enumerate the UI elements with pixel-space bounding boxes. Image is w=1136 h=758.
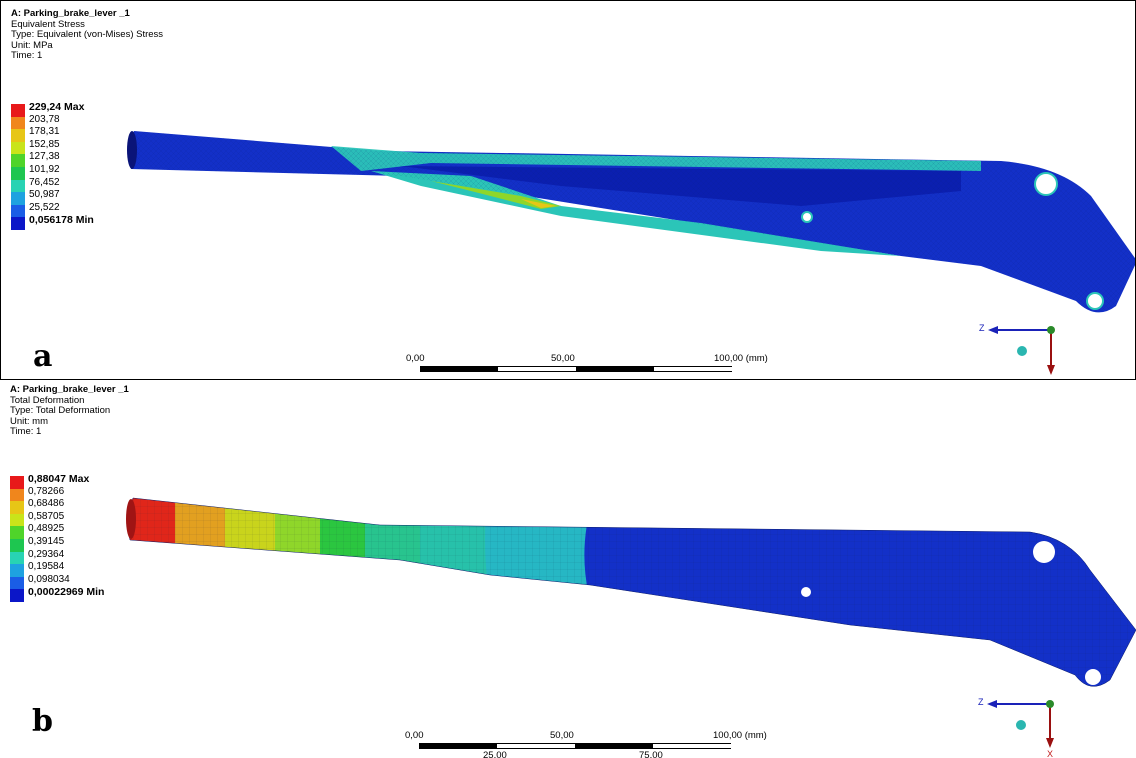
legend-value: 0,48925: [28, 523, 65, 535]
legend-value: 0,098034: [28, 573, 70, 585]
legend-swatch: [10, 538, 24, 552]
scale-tick-100: 100,00 (mm): [714, 353, 768, 364]
scale-segment: [420, 366, 498, 372]
legend-value: 0,19584: [28, 561, 65, 573]
scale-segment: [497, 743, 575, 749]
scale-segment: [576, 366, 654, 372]
legend-swatch: [11, 141, 25, 155]
result-name: Equivalent Stress: [11, 18, 85, 30]
legend-value: 25,522: [29, 201, 60, 213]
triad-z-label: Z: [979, 323, 985, 333]
legend-min: 0,00022969 Min: [28, 586, 105, 599]
legend-swatch: [10, 576, 24, 590]
result-type: Type: Equivalent (von-Mises) Stress: [11, 29, 164, 40]
lever-end-face: [126, 499, 136, 539]
scale-segment: [575, 743, 653, 749]
legend-value: 0,39145: [28, 535, 65, 547]
legend-value: 152,85: [29, 138, 60, 150]
legend-swatch: [11, 192, 25, 205]
scale-segment: [419, 743, 497, 749]
model-title: A: Parking_brake_lever _1: [10, 384, 129, 395]
legend-swatch: [10, 551, 24, 565]
scale-subtick-25: 25,00: [483, 750, 507, 758]
panel-a-stress: A: Parking_brake_lever _1 Equivalent Str…: [0, 0, 1136, 380]
scale-segment: [498, 366, 576, 372]
legend-value: 203,78: [29, 113, 60, 125]
scale-tick-100: 100,00 (mm): [713, 730, 767, 741]
triad-x-label: X: [1047, 749, 1053, 758]
legend-swatch: [10, 564, 24, 577]
legend-swatch: [11, 217, 25, 230]
end-hole: [1085, 669, 1101, 685]
result-header: A: Parking_brake_lever _1 Total Deformat…: [10, 384, 129, 438]
legend-swatch: [10, 488, 24, 502]
legend-swatch: [10, 513, 24, 527]
scale-segment: [653, 743, 731, 749]
legend-swatch: [11, 129, 25, 142]
scale-tick-0: 0,00: [406, 353, 425, 364]
legend-value: 76,452: [29, 176, 60, 188]
legend-value: 0,58705: [28, 510, 65, 522]
result-time: Time: 1: [11, 50, 43, 61]
legend-swatch: [11, 154, 25, 167]
result-time: Time: 1: [10, 426, 42, 437]
legend-swatch: [10, 526, 24, 539]
panel-label-b: b: [32, 704, 53, 739]
legend-swatch: [11, 204, 25, 218]
panel-b-deformation: A: Parking_brake_lever _1 Total Deformat…: [0, 380, 1136, 758]
pivot-hole: [1033, 541, 1055, 563]
scale-segment: [654, 366, 732, 372]
lever-deformation-contour: [126, 497, 1136, 687]
result-unit: Unit: mm: [10, 415, 48, 427]
legend-swatch: [10, 501, 24, 514]
legend-value: 50,987: [29, 189, 60, 201]
scale-subtick-75: 75,00: [639, 750, 663, 758]
legend-swatch: [10, 476, 24, 489]
result-type: Type: Total Deformation: [10, 405, 111, 416]
triad-z-label: Z: [978, 697, 984, 707]
scale-tick-50: 50,00: [550, 730, 574, 741]
lever-end-face: [127, 131, 137, 169]
small-hole: [801, 211, 813, 223]
small-hole: [801, 587, 811, 597]
stress-hotspot-edge: [521, 199, 556, 208]
legend-max: 0,88047 Max: [28, 473, 90, 485]
scale-tick-0: 0,00: [405, 730, 424, 741]
legend-value: 178,31: [29, 126, 60, 138]
legend-value: 127,38: [29, 151, 60, 163]
legend-min: 0,056178 Min: [29, 214, 94, 227]
axis-triad-icon: Z: [979, 323, 1055, 375]
legend-swatch: [11, 116, 25, 130]
end-hole: [1086, 292, 1104, 310]
result-unit: Unit: MPa: [11, 39, 53, 51]
legend-max: 229,24 Max: [29, 101, 85, 113]
legend-swatch: [11, 166, 25, 180]
legend-value: 0,29364: [28, 548, 65, 560]
axis-triad-icon: Z X: [978, 697, 1054, 758]
result-name: Total Deformation: [10, 394, 85, 406]
result-header: A: Parking_brake_lever _1 Equivalent Str…: [11, 8, 164, 62]
lever-stress-contour: [127, 131, 1135, 313]
lever-body: [127, 497, 1136, 687]
legend-swatch: [11, 104, 25, 117]
scale-tick-50: 50,00: [551, 353, 575, 364]
panel-label-a: a: [33, 339, 53, 374]
legend-swatch: [11, 179, 25, 193]
model-title: A: Parking_brake_lever _1: [11, 8, 130, 19]
pivot-hole: [1034, 172, 1058, 196]
legend-value: 101,92: [29, 163, 60, 175]
legend-value: 0,78266: [28, 485, 65, 497]
legend-value: 0,68486: [28, 498, 65, 510]
legend-swatch: [10, 589, 24, 602]
